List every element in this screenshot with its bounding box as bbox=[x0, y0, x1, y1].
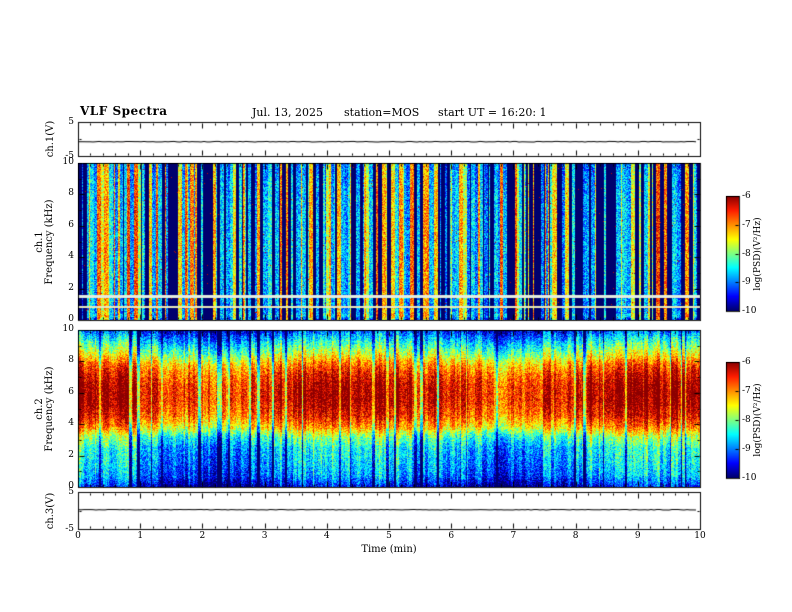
y-tick-label: 4 bbox=[68, 251, 74, 262]
colorbar-tick-label: -10 bbox=[742, 473, 757, 483]
x-tick-label: 0 bbox=[75, 531, 81, 541]
colorbar-tick-label: -10 bbox=[742, 306, 757, 316]
colorbar-tick-label: -7 bbox=[742, 219, 751, 230]
x-tick-label: 7 bbox=[510, 531, 517, 541]
y-tick-label: 10 bbox=[62, 157, 74, 167]
colorbar-tick-label: -6 bbox=[742, 357, 751, 367]
colorbar-tick-label: -9 bbox=[742, 277, 751, 288]
x-tick-label: 3 bbox=[261, 531, 268, 541]
y-tick-label: 8 bbox=[68, 188, 74, 199]
y-tick-label: 0 bbox=[68, 314, 74, 324]
colorbar-tick-label: -9 bbox=[742, 444, 751, 454]
y-tick-label: 4 bbox=[68, 418, 74, 429]
colorbar-tick-label: -6 bbox=[742, 191, 751, 201]
y-tick-label: 10 bbox=[62, 324, 74, 334]
x-tick-label: 6 bbox=[448, 531, 455, 541]
y-tick-label: 8 bbox=[68, 355, 74, 366]
x-tick-label: 4 bbox=[323, 531, 330, 541]
ch1-frequency-axis-label: ch.1 Frequency (kHz) bbox=[32, 163, 58, 320]
x-tick-label: 9 bbox=[634, 531, 641, 541]
x-tick-label: 1 bbox=[137, 531, 144, 541]
ch2-frequency-axis-label: ch.2 Frequency (kHz) bbox=[32, 330, 58, 487]
y-tick-label: 2 bbox=[68, 449, 74, 460]
colorbar-tick-label: -7 bbox=[742, 386, 751, 396]
axis-label-text: Frequency (kHz) bbox=[44, 198, 55, 285]
x-tick-label: 10 bbox=[694, 531, 706, 541]
y-tick-label: 5 bbox=[68, 117, 74, 127]
y-tick-label: 2 bbox=[68, 282, 74, 293]
y-tick-label: -5 bbox=[65, 151, 74, 161]
x-tick-label: 8 bbox=[572, 531, 579, 541]
colorbar-tick-label: -8 bbox=[742, 248, 751, 259]
y-tick-label: 0 bbox=[68, 481, 74, 491]
colorbar-tick-label: -8 bbox=[742, 415, 751, 425]
y-tick-label: 5 bbox=[68, 487, 74, 497]
y-tick-label: 6 bbox=[68, 386, 74, 397]
time-axis-label: Time (min) bbox=[361, 544, 417, 555]
axis-label-text: Frequency (kHz) bbox=[44, 365, 55, 452]
x-tick-label: 5 bbox=[386, 531, 392, 541]
y-tick-label: -5 bbox=[65, 524, 74, 534]
x-tick-label: 2 bbox=[199, 531, 206, 541]
y-tick-label: 6 bbox=[68, 219, 74, 230]
